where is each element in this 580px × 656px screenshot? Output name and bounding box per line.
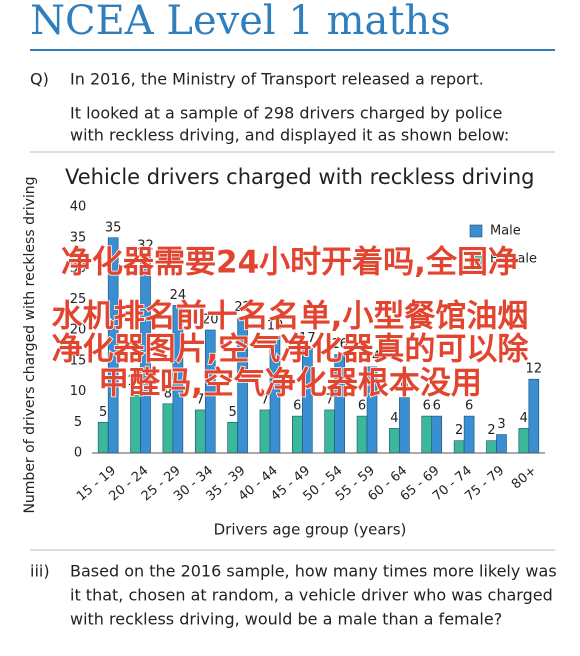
- bar: [292, 415, 303, 454]
- value-label: 7: [196, 392, 204, 407]
- value-label: 6: [358, 399, 366, 414]
- y-tick-label: 35: [70, 230, 87, 245]
- value-label: 17: [299, 331, 316, 346]
- value-label: 16: [331, 337, 348, 352]
- legend-label: Female: [490, 252, 537, 267]
- bar: [162, 403, 174, 454]
- header-title: NCEA Level 1 maths: [30, 0, 451, 44]
- part-iii-line: it that, chosen at random, a vehicle dri…: [70, 586, 553, 605]
- y-tick-label: 10: [70, 384, 87, 399]
- y-tick-label: 40: [70, 200, 87, 215]
- value-label: 32: [137, 239, 154, 254]
- value-label: 7: [326, 392, 334, 407]
- value-label: 4: [520, 411, 528, 426]
- x-axis-label: Drivers age group (years): [214, 521, 407, 539]
- part-iii-line: with reckless driving, would be a male t…: [70, 610, 502, 629]
- overlay-text: 净化器需要24小时开着吗,全国净: [61, 245, 519, 281]
- question-line: In 2016, the Ministry of Transport relea…: [70, 70, 484, 89]
- y-tick-label: 0: [74, 446, 82, 461]
- value-label: 2: [487, 423, 495, 438]
- y-tick-label: 30: [70, 261, 87, 276]
- value-label: 6: [465, 399, 473, 414]
- legend-swatch: [469, 224, 483, 238]
- bar: [528, 378, 540, 454]
- value-label: 10: [127, 374, 144, 389]
- bar: [518, 428, 530, 454]
- legend-label: Male: [490, 224, 521, 239]
- value-label: 22: [234, 300, 251, 315]
- chart-title: Vehicle drivers charged with reckless dr…: [65, 165, 534, 189]
- bar: [194, 409, 206, 454]
- bar: [227, 421, 238, 454]
- bar: [324, 409, 335, 454]
- overlay-text: 净化器图片,空气净化器真的可以除: [52, 332, 530, 368]
- bar: [431, 415, 443, 454]
- value-label: 24: [170, 288, 187, 303]
- value-label: 3: [497, 417, 505, 432]
- value-label: 14: [364, 349, 381, 364]
- value-label: 4: [390, 411, 398, 426]
- part-iii-marker: iii): [30, 562, 50, 581]
- value-label: 9: [400, 380, 408, 395]
- bar: [259, 409, 271, 454]
- y-tick-label: 20: [70, 323, 87, 338]
- question-line: with reckless driving, and displayed it …: [70, 126, 509, 145]
- value-label: 6: [423, 399, 431, 414]
- value-label: 20: [202, 313, 219, 328]
- bar: [399, 397, 410, 454]
- y-tick-label: 5: [74, 415, 82, 430]
- y-tick-label: 15: [70, 353, 87, 368]
- y-axis-label: Number of drivers charged with reckless …: [22, 176, 38, 513]
- bar: [496, 434, 507, 454]
- bar: [463, 415, 475, 454]
- part-iii-line: Based on the 2016 sample, how many times…: [70, 562, 557, 581]
- value-label: 5: [228, 405, 236, 420]
- x-tick-label: 80+: [509, 463, 540, 492]
- value-label: 7: [261, 392, 269, 407]
- value-label: 6: [433, 399, 441, 414]
- value-label: 12: [526, 362, 543, 377]
- bar: [389, 428, 400, 454]
- bar: [453, 440, 465, 454]
- value-label: 6: [293, 399, 301, 414]
- value-label: 35: [105, 220, 122, 235]
- value-label: 5: [99, 405, 107, 420]
- bar: [486, 440, 497, 454]
- bar: [97, 421, 109, 454]
- overlay-text: 甲醛吗,空气净化器根本没用: [98, 366, 482, 402]
- value-label: 2: [455, 423, 463, 438]
- y-tick-label: 25: [70, 292, 87, 307]
- question-marker: Q): [30, 70, 49, 89]
- bar: [356, 415, 368, 454]
- bar: [421, 415, 433, 454]
- question-line: It looked at a sample of 298 drivers cha…: [70, 104, 502, 123]
- value-label: 19: [267, 319, 284, 334]
- value-label: 8: [164, 386, 172, 401]
- overlay-text: 水机排名前十名名单,小型餐馆油烟: [52, 299, 529, 335]
- legend-swatch: [469, 252, 483, 266]
